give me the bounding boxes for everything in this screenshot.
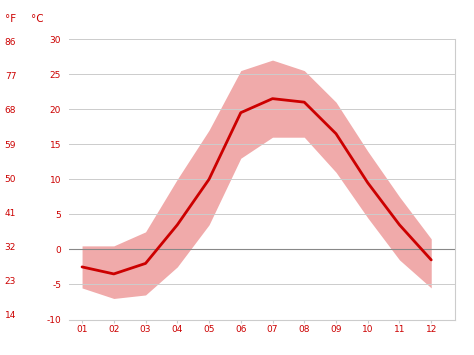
- Text: 32: 32: [5, 243, 16, 252]
- Text: 14: 14: [5, 311, 16, 321]
- Text: 50: 50: [5, 175, 16, 184]
- Text: °C: °C: [31, 14, 44, 24]
- Text: 59: 59: [5, 141, 16, 149]
- Text: 86: 86: [5, 38, 16, 47]
- Text: 41: 41: [5, 209, 16, 218]
- Text: 77: 77: [5, 72, 16, 81]
- Text: 68: 68: [5, 106, 16, 115]
- Text: 23: 23: [5, 277, 16, 286]
- Text: °F: °F: [5, 14, 16, 24]
